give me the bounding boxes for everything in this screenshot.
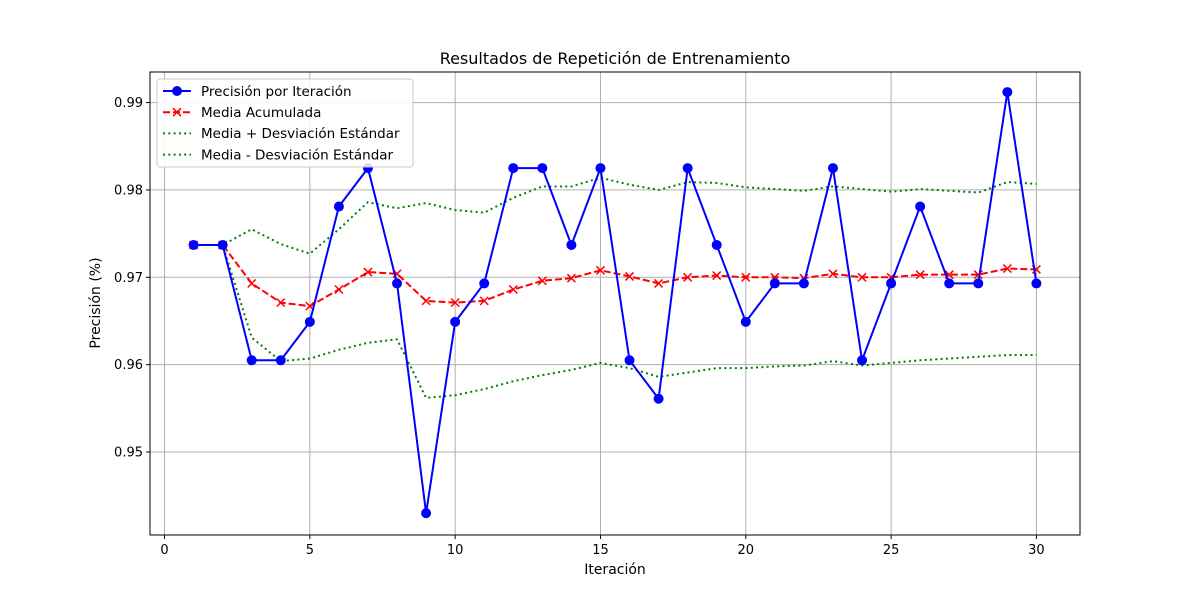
axis-ticks: 0 5 10 15 20 25 30 0.95 0.96 0.97 0.98 0.99 xyxy=(114,96,1045,558)
data-point xyxy=(188,239,199,250)
legend-item: Media + Desviación Estándar xyxy=(163,126,400,142)
x-tick-label: 0 xyxy=(160,543,168,558)
y-tick-label: 0.99 xyxy=(114,96,143,111)
x-tick-label: 10 xyxy=(447,543,464,558)
series-0 xyxy=(188,87,1042,519)
data-point xyxy=(595,163,606,174)
y-tick-label: 0.95 xyxy=(114,446,143,461)
data-point xyxy=(537,163,548,174)
legend-item: Media Acumulada xyxy=(163,105,321,121)
data-point xyxy=(450,316,461,327)
data-point xyxy=(450,298,460,308)
data-point xyxy=(537,276,547,286)
series-line xyxy=(193,91,1038,515)
data-point xyxy=(566,273,576,283)
series-line xyxy=(193,243,1037,308)
data-point xyxy=(479,296,489,306)
data-point xyxy=(1031,278,1042,289)
series-line xyxy=(193,176,1037,255)
legend-label: Media Acumulada xyxy=(201,105,321,121)
data-point xyxy=(741,272,751,282)
data-point xyxy=(392,278,403,289)
y-axis-label: Precisión (%) xyxy=(88,257,104,348)
x-axis-label: Iteración xyxy=(584,562,646,578)
legend-label: Media - Desviación Estándar xyxy=(201,147,394,163)
data-point xyxy=(653,393,664,404)
data-point xyxy=(857,355,868,366)
data-point xyxy=(508,284,518,295)
plot-series xyxy=(188,87,1042,519)
legend-marker xyxy=(172,107,182,117)
y-tick-label: 0.96 xyxy=(114,358,143,373)
data-point xyxy=(566,239,577,250)
data-point xyxy=(363,267,373,277)
series-3 xyxy=(193,243,1037,399)
legend-box xyxy=(156,78,414,168)
data-point xyxy=(711,239,722,250)
data-point xyxy=(973,278,984,289)
x-tick-label: 25 xyxy=(883,543,900,558)
data-point xyxy=(682,163,693,174)
legend-item: Media - Desviación Estándar xyxy=(163,147,394,163)
data-point xyxy=(508,163,519,174)
x-tick-label: 5 xyxy=(306,543,314,558)
legend-item: Precisión por Iteración xyxy=(163,84,352,100)
data-point xyxy=(886,278,897,289)
data-point xyxy=(421,508,432,519)
chart-title: Resultados de Repetición de Entrenamient… xyxy=(440,49,791,68)
data-point xyxy=(624,355,635,366)
data-point xyxy=(1002,87,1013,98)
x-tick-label: 15 xyxy=(592,543,609,558)
plot-area-frame xyxy=(149,71,1081,536)
legend-marker xyxy=(172,86,182,96)
data-point xyxy=(333,201,344,212)
data-point xyxy=(275,355,286,366)
data-point xyxy=(1002,264,1012,274)
data-point xyxy=(654,278,664,288)
data-point xyxy=(712,271,722,281)
x-tick-label: 20 xyxy=(738,543,755,558)
data-point xyxy=(769,278,780,289)
series-line xyxy=(193,243,1037,399)
data-point xyxy=(944,278,955,289)
y-tick-label: 0.98 xyxy=(114,183,143,198)
data-point xyxy=(625,271,635,281)
legend-label: Media + Desviación Estándar xyxy=(201,126,400,142)
data-point xyxy=(683,272,693,282)
x-tick-label: 30 xyxy=(1028,543,1045,558)
data-point xyxy=(827,163,838,174)
data-point xyxy=(421,296,431,306)
legend: Precisión por Iteración Media Acumulada Me… xyxy=(156,78,414,168)
data-point xyxy=(828,269,838,279)
data-point xyxy=(217,239,228,250)
data-point xyxy=(595,265,605,275)
data-point xyxy=(304,316,315,327)
data-point xyxy=(915,201,926,212)
series-2 xyxy=(193,176,1037,255)
data-point xyxy=(798,278,809,289)
data-point xyxy=(246,355,257,366)
data-point xyxy=(276,298,286,308)
y-tick-label: 0.97 xyxy=(114,271,143,286)
data-point xyxy=(857,272,867,282)
legend-label: Precisión por Iteración xyxy=(201,84,352,100)
data-point xyxy=(479,278,490,289)
data-point xyxy=(915,270,925,280)
data-point xyxy=(247,278,257,288)
data-point xyxy=(334,284,344,295)
data-point xyxy=(740,316,751,327)
